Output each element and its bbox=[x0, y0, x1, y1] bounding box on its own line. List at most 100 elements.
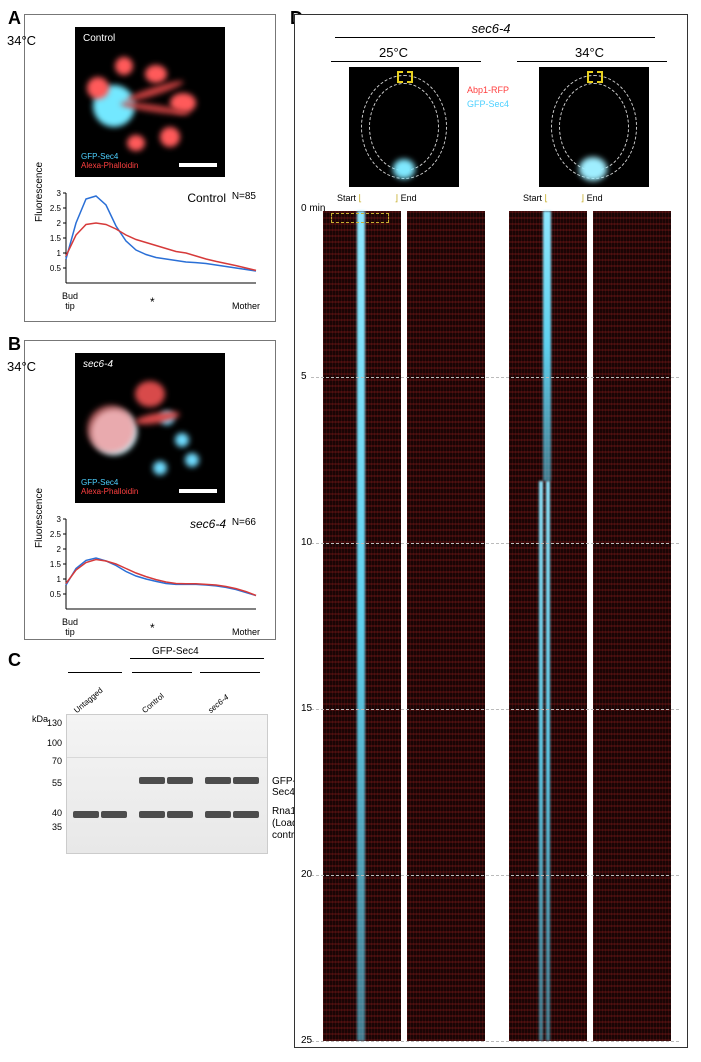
time-gridline bbox=[311, 543, 679, 544]
scale-bar bbox=[179, 163, 217, 167]
chart-b-svg: 0.511.522.53 bbox=[40, 513, 260, 623]
svg-text:1: 1 bbox=[57, 249, 62, 258]
cyan-dot bbox=[153, 461, 167, 475]
panel-label-a: A bbox=[8, 8, 21, 29]
start-label: Start bbox=[523, 193, 542, 203]
chart-a-xlabel-right: Mother bbox=[232, 301, 260, 311]
kymo-streak bbox=[546, 481, 550, 1041]
col-rule bbox=[68, 672, 122, 673]
end-label: End bbox=[401, 193, 417, 203]
mw-marker: 55 bbox=[26, 778, 62, 788]
blot-band bbox=[139, 777, 165, 784]
time-gridline bbox=[311, 377, 679, 378]
micrograph-b-legend: GFP-Sec4 Alexa-Phalloidin bbox=[81, 478, 138, 497]
chart-b-title: sec6-4 bbox=[190, 517, 226, 531]
overview-cell-25 bbox=[349, 67, 459, 187]
blot-band bbox=[205, 811, 231, 818]
panel-d: sec6-4 25°C 34°C Abp1-RFP GFP-Sec4 Start… bbox=[294, 14, 688, 1048]
start-label: Start bbox=[337, 193, 356, 203]
mw-marker: 35 bbox=[26, 822, 62, 832]
chart-a: Control N=85 Fluorescence 0.511.522.53 B… bbox=[40, 187, 260, 297]
col-rule bbox=[132, 672, 192, 673]
western-blot bbox=[66, 714, 268, 854]
red-blob bbox=[135, 381, 165, 407]
chart-b-n: N=66 bbox=[232, 517, 256, 528]
chart-b-xlabel-left: Bud tip bbox=[62, 617, 78, 637]
svg-text:0.5: 0.5 bbox=[50, 590, 62, 599]
time-tick-label: 20 bbox=[301, 869, 312, 880]
micrograph-a-legend: GFP-Sec4 Alexa-Phalloidin bbox=[81, 152, 138, 171]
overview-cell-34 bbox=[539, 67, 649, 187]
blot-band bbox=[139, 811, 165, 818]
svg-text:3: 3 bbox=[57, 515, 62, 524]
leg-abp1: Abp1-RFP bbox=[467, 85, 509, 95]
startend-25: Start ⌊ ⌋ End bbox=[337, 193, 417, 204]
panel-label-b: B bbox=[8, 334, 21, 355]
panel-b: 34°C sec6-4 GFP-Sec4 Alexa-Phalloidin se… bbox=[24, 340, 276, 640]
chart-b-xlabel-right: Mother bbox=[232, 627, 260, 637]
scale-bar bbox=[179, 489, 217, 493]
svg-text:2: 2 bbox=[57, 545, 62, 554]
cond-25: 25°C bbox=[379, 45, 408, 60]
micrograph-a: Control GFP-Sec4 Alexa-Phalloidin bbox=[75, 27, 225, 177]
mw-marker: 130 bbox=[26, 718, 62, 728]
micrograph-b-genotype: sec6-4 bbox=[83, 359, 113, 370]
cond-34: 34°C bbox=[575, 45, 604, 60]
leg-sec4: GFP-Sec4 bbox=[467, 99, 509, 109]
bracket-start bbox=[587, 71, 593, 83]
kymo-streak bbox=[543, 211, 551, 481]
temperature-label-b: 34°C bbox=[7, 359, 36, 374]
red-blob bbox=[115, 57, 133, 75]
cell-outline-inner bbox=[369, 83, 439, 171]
title-rule bbox=[335, 37, 655, 38]
end-label: End bbox=[587, 193, 603, 203]
red-blob bbox=[87, 77, 109, 99]
chart-a-n: N=85 bbox=[232, 191, 256, 202]
chart-a-title: Control bbox=[187, 191, 226, 205]
temperature-label-a: 34°C bbox=[7, 33, 36, 48]
blot-band bbox=[73, 811, 99, 818]
time-tick-label: 15 bbox=[301, 703, 312, 714]
time-tick-label: 10 bbox=[301, 537, 312, 548]
svg-text:2.5: 2.5 bbox=[50, 530, 62, 539]
blot-col-sec64: sec6-4 bbox=[206, 693, 230, 715]
chart-b-ylabel: Fluorescence bbox=[34, 488, 45, 548]
blot-band bbox=[101, 811, 127, 818]
panel-a: 34°C Control GFP-Sec4 Alexa-Phalloidin C… bbox=[24, 14, 276, 322]
col-rule bbox=[200, 672, 260, 673]
blot-band bbox=[167, 811, 193, 818]
svg-text:0.5: 0.5 bbox=[50, 264, 62, 273]
svg-text:2.5: 2.5 bbox=[50, 204, 62, 213]
cyan-dot bbox=[185, 453, 199, 467]
blot-band bbox=[167, 777, 193, 784]
chart-a-ylabel: Fluorescence bbox=[34, 162, 45, 222]
sec4-spot bbox=[579, 157, 607, 181]
red-blob bbox=[87, 405, 135, 453]
panel-label-c: C bbox=[8, 650, 21, 671]
kymo-streak bbox=[357, 211, 365, 1041]
cond-rule bbox=[331, 61, 481, 62]
bracket-end bbox=[407, 71, 413, 83]
mw-marker: 40 bbox=[26, 808, 62, 818]
blot-band bbox=[233, 811, 259, 818]
band-label-upper: GFP-Sec4 bbox=[272, 776, 296, 798]
blot-col-untagged: Untagged bbox=[72, 686, 104, 715]
mw-marker: 70 bbox=[26, 756, 62, 766]
chart-b-neck-marker: * bbox=[150, 621, 155, 635]
svg-text:1: 1 bbox=[57, 575, 62, 584]
time-tick-label: 5 bbox=[301, 371, 307, 382]
red-blob bbox=[134, 409, 180, 427]
kymo-streak bbox=[539, 481, 543, 1041]
blot-group-label: GFP-Sec4 bbox=[152, 646, 199, 657]
svg-text:2: 2 bbox=[57, 219, 62, 228]
micrograph-b: sec6-4 GFP-Sec4 Alexa-Phalloidin bbox=[75, 353, 225, 503]
panel-d-genotype: sec6-4 bbox=[471, 21, 510, 36]
chart-a-svg: 0.511.522.53 bbox=[40, 187, 260, 297]
time-gridline bbox=[311, 709, 679, 710]
time-gridline bbox=[311, 1041, 679, 1042]
time-tick-label: 25 bbox=[301, 1035, 312, 1046]
time-zero: 0 min bbox=[301, 203, 325, 214]
chart-a-xlabel-left: Bud tip bbox=[62, 291, 78, 311]
red-blob bbox=[145, 65, 167, 83]
panel-c: GFP-Sec4 Untagged Control sec6-4 25°C 34… bbox=[24, 656, 276, 856]
